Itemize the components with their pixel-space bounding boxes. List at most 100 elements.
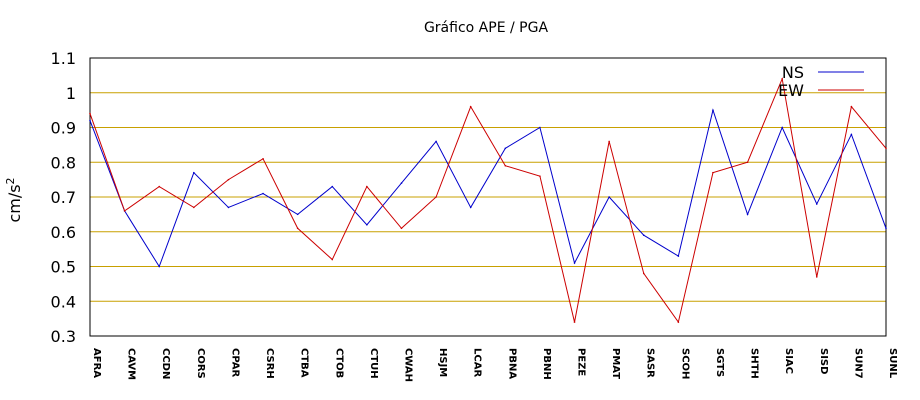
- y-axis-label-unit: cm/s: [5, 184, 24, 222]
- data-point: [469, 105, 472, 108]
- series-line-ew: [89, 77, 887, 324]
- data-point: [435, 140, 437, 143]
- data-point: [89, 112, 91, 115]
- data-point: [677, 321, 680, 323]
- x-tick-label: SISD: [818, 348, 829, 374]
- data-point: [608, 196, 610, 198]
- x-tick-label: HSJM: [437, 348, 448, 377]
- x-tick-label: CTOB: [333, 348, 344, 378]
- data-point: [712, 171, 714, 174]
- x-tick-label: SUNL: [887, 348, 898, 379]
- data-point: [193, 206, 195, 209]
- data-point: [89, 119, 91, 122]
- data-point: [573, 321, 576, 323]
- plot-frame: [89, 57, 887, 337]
- data-point: [642, 272, 645, 275]
- data-point: [504, 147, 507, 150]
- data-point: [746, 213, 749, 216]
- x-tick-label: CTBA: [299, 348, 310, 378]
- y-axis-label-superscript: 2: [4, 177, 17, 184]
- x-tick-label: PBNH: [541, 348, 552, 380]
- x-tick-label: SIAC: [783, 348, 794, 374]
- x-tick-label: LCAR: [472, 348, 483, 377]
- data-point: [331, 258, 334, 261]
- data-point: [158, 265, 161, 268]
- data-point: [539, 126, 541, 129]
- x-tick-label: PBNA: [506, 348, 517, 379]
- y-tick-label: 0.5: [51, 258, 76, 277]
- data-point: [435, 196, 437, 198]
- data-point: [712, 109, 714, 111]
- x-tick-label: SASR: [645, 348, 656, 378]
- data-point: [227, 178, 230, 181]
- x-tick-label: CCDN: [160, 348, 171, 379]
- series-ns: [89, 108, 887, 268]
- legend-label: NS: [782, 63, 804, 82]
- chart-title: Gráfico APE / PGA: [424, 20, 548, 36]
- x-tick-label: CWAH: [402, 348, 413, 382]
- plot-border: [89, 57, 887, 337]
- x-axis-ticks: AFRA CAVM CCDN CORS CPAR CSRH CTBA CTOB CTUH CWAH…: [91, 348, 898, 382]
- data-point: [677, 255, 680, 257]
- y-tick-label: 0.6: [51, 223, 76, 242]
- data-point: [885, 227, 887, 230]
- data-point: [781, 78, 783, 80]
- legend-entry-ns: NS: [782, 63, 864, 82]
- data-point: [400, 182, 403, 184]
- data-point: [296, 227, 299, 230]
- x-tick-label: CSRH: [264, 348, 275, 379]
- data-point: [885, 147, 887, 150]
- legend-entry-ew: EW: [778, 81, 864, 100]
- x-tick-label: SHTH: [749, 348, 760, 379]
- data-point: [227, 206, 230, 209]
- series-lines: [89, 77, 887, 324]
- x-tick-label: CTUH: [368, 348, 379, 379]
- data-point: [296, 213, 299, 216]
- y-tick-label: 0.7: [51, 188, 76, 207]
- data-point: [608, 140, 610, 143]
- x-tick-label: PEZE: [576, 348, 587, 376]
- data-point: [262, 192, 264, 195]
- data-point: [504, 164, 507, 167]
- y-tick-label: 0.9: [51, 119, 76, 138]
- data-point: [262, 157, 264, 160]
- x-tick-label: CAVM: [126, 348, 137, 380]
- x-tick-label: SUN7: [852, 348, 863, 379]
- x-tick-label: CORS: [195, 348, 206, 379]
- x-tick-label: CPAR: [229, 348, 240, 377]
- x-tick-label: AFRA: [91, 348, 102, 378]
- data-point: [366, 185, 368, 188]
- data-point: [539, 175, 541, 177]
- data-point: [331, 185, 334, 188]
- x-tick-label: PMAT: [610, 348, 621, 379]
- data-point: [642, 234, 645, 237]
- data-point: [850, 105, 853, 108]
- y-axis-ticks: 0.3 0.4 0.5 0.6 0.7 0.8 0.9 1 1.1: [51, 49, 76, 346]
- data-point: [123, 210, 126, 212]
- data-point: [193, 171, 195, 174]
- legend-label: EW: [778, 81, 804, 100]
- grid-lines: [90, 92, 886, 302]
- y-tick-label: 1: [66, 84, 76, 103]
- x-tick-label: SCOH: [679, 348, 690, 379]
- data-point: [746, 161, 749, 164]
- x-tick-label: SGTS: [714, 348, 725, 377]
- data-point: [815, 276, 818, 278]
- data-point: [781, 126, 783, 129]
- y-tick-label: 0.3: [51, 327, 76, 346]
- data-point: [158, 185, 161, 188]
- y-axis-label: cm/s2: [4, 177, 24, 222]
- series-ew: [89, 77, 887, 324]
- svg-text:cm/s2: cm/s2: [4, 177, 24, 222]
- data-point: [366, 224, 368, 226]
- series-line-ns: [89, 108, 887, 268]
- data-point: [815, 203, 818, 205]
- y-tick-label: 0.8: [51, 153, 76, 172]
- data-point: [469, 206, 472, 209]
- data-point: [400, 227, 403, 230]
- y-tick-label: 0.4: [51, 292, 76, 311]
- data-point: [573, 262, 576, 264]
